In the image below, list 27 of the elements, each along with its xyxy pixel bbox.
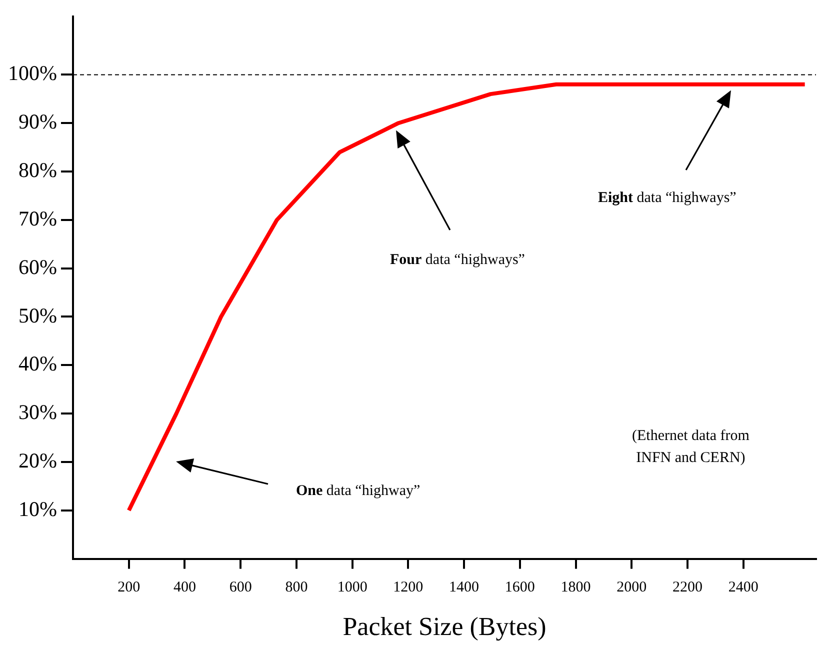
x-tick-label: 600 bbox=[229, 580, 252, 596]
x-tick-label: 2000 bbox=[616, 580, 647, 596]
x-tick-label: 1400 bbox=[449, 580, 480, 596]
y-tick-label: 50% bbox=[18, 303, 57, 328]
y-tick-label: 30% bbox=[18, 400, 57, 424]
y-tick-label: 70% bbox=[18, 206, 57, 230]
annotation: One data “highway” bbox=[296, 483, 420, 500]
annotation: Eight data “highways” bbox=[598, 190, 736, 207]
y-tick-label: 20% bbox=[18, 448, 57, 472]
x-tick-label: 1600 bbox=[504, 580, 535, 596]
x-axis-title: Packet Size (Bytes) bbox=[342, 612, 546, 642]
y-tick-label: 60% bbox=[18, 254, 57, 279]
y-tick-label: 100% bbox=[8, 61, 57, 86]
y-tick-label: 80% bbox=[18, 158, 57, 182]
annotation: Four data “highways” bbox=[390, 252, 525, 269]
x-tick-label: 800 bbox=[285, 580, 308, 596]
x-tick-label: 400 bbox=[173, 580, 196, 596]
annotation: (Ethernet data from INFN and CERN) bbox=[632, 427, 750, 468]
x-tick-label: 2400 bbox=[728, 580, 758, 596]
x-tick-label: 1000 bbox=[337, 580, 368, 596]
y-tick-label: 10% bbox=[18, 496, 57, 521]
x-tick-label: 1200 bbox=[393, 580, 424, 596]
x-tick-label: 200 bbox=[118, 580, 140, 596]
x-tick-label: 2200 bbox=[672, 580, 703, 596]
y-tick-label: 90% bbox=[18, 110, 57, 134]
x-tick-label: 1800 bbox=[560, 580, 591, 596]
y-tick-label: 40% bbox=[18, 352, 57, 376]
